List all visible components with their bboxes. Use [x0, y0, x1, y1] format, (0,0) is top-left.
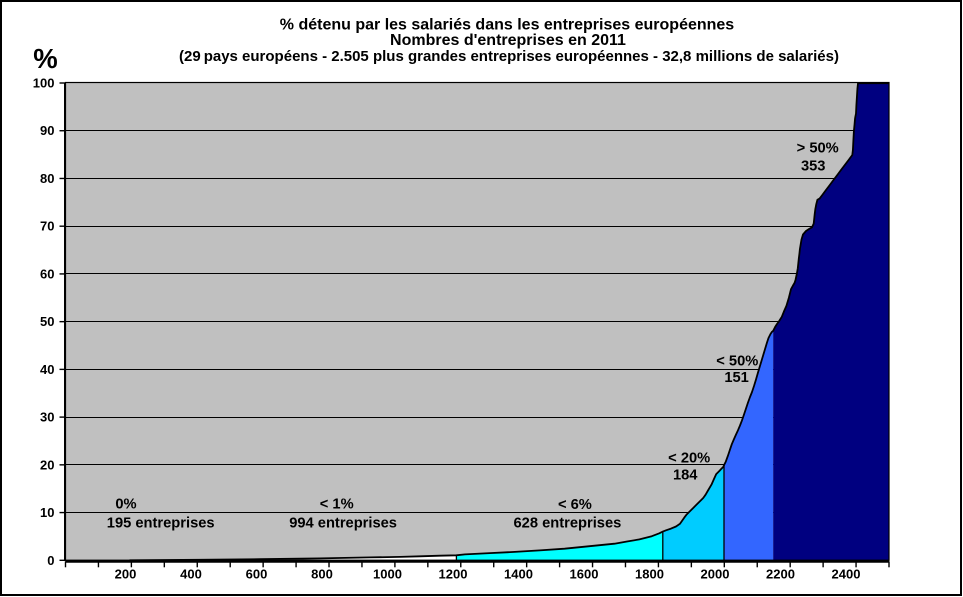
- svg-text:< 20%: < 20%: [668, 451, 710, 467]
- svg-text:20: 20: [40, 457, 54, 472]
- svg-text:200: 200: [115, 566, 137, 581]
- svg-text:400: 400: [180, 566, 202, 581]
- svg-text:10: 10: [40, 505, 54, 520]
- svg-text:%: %: [33, 43, 57, 74]
- svg-text:70: 70: [40, 219, 54, 234]
- svg-text:2400: 2400: [832, 566, 861, 581]
- svg-text:1200: 1200: [439, 566, 468, 581]
- svg-text:< 50%: < 50%: [716, 354, 758, 370]
- svg-text:> 50%: > 50%: [797, 141, 839, 157]
- svg-text:Nombres d'entreprises en 2011: Nombres d'entreprises en 2011: [390, 32, 626, 49]
- svg-text:353: 353: [801, 158, 826, 174]
- svg-text:1000: 1000: [373, 566, 402, 581]
- svg-text:628 entreprises: 628 entreprises: [514, 515, 622, 531]
- svg-text:1400: 1400: [504, 566, 533, 581]
- svg-text:% détenu par les salariés dans: % détenu par les salariés dans les entre…: [280, 16, 735, 33]
- svg-text:0%: 0%: [115, 496, 136, 512]
- svg-text:30: 30: [40, 410, 54, 425]
- svg-text:(29 pays européens - 2.505 plu: (29 pays européens - 2.505 plus grandes …: [179, 48, 839, 65]
- svg-text:2000: 2000: [701, 566, 730, 581]
- svg-text:50: 50: [40, 314, 54, 329]
- svg-text:1800: 1800: [635, 566, 664, 581]
- svg-text:0: 0: [47, 553, 54, 568]
- svg-text:2200: 2200: [766, 566, 795, 581]
- svg-text:1600: 1600: [570, 566, 599, 581]
- svg-text:151: 151: [724, 370, 749, 386]
- svg-text:600: 600: [246, 566, 268, 581]
- svg-text:60: 60: [40, 266, 54, 281]
- svg-text:< 6%: < 6%: [558, 497, 592, 513]
- svg-text:90: 90: [40, 123, 54, 138]
- svg-text:< 1%: < 1%: [320, 496, 354, 512]
- svg-text:195 entreprises: 195 entreprises: [107, 515, 215, 531]
- svg-text:800: 800: [311, 566, 333, 581]
- svg-text:100: 100: [33, 76, 55, 91]
- svg-text:184: 184: [673, 468, 698, 484]
- svg-text:994 entreprises: 994 entreprises: [289, 515, 397, 531]
- svg-text:80: 80: [40, 171, 54, 186]
- svg-text:40: 40: [40, 362, 54, 377]
